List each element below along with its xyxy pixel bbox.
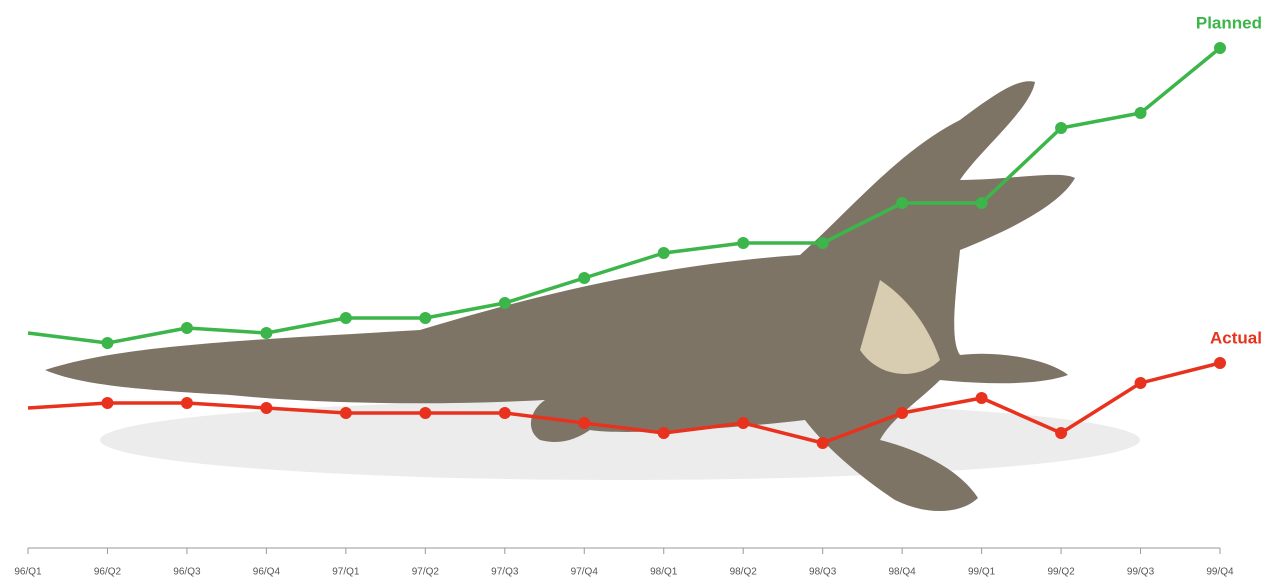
x-tick-label: 97/Q1 [332,567,360,578]
crocodile-illustration [45,81,1140,511]
data-point [817,437,829,449]
x-tick-label: 99/Q2 [1047,567,1075,578]
data-point [340,407,352,419]
data-point [1135,107,1147,119]
series-label: Planned [1196,13,1262,32]
data-point [578,272,590,284]
data-point [419,312,431,324]
data-point [737,237,749,249]
series-label: Actual [1210,328,1262,347]
data-point [340,312,352,324]
x-tick-label: 96/Q4 [253,567,281,578]
data-point [658,247,670,259]
data-point [499,297,511,309]
data-point [260,402,272,414]
data-point [658,427,670,439]
data-point [1214,357,1226,369]
data-point [976,392,988,404]
data-point [101,337,113,349]
data-point [896,407,908,419]
data-point [817,237,829,249]
data-point [260,327,272,339]
x-tick-label: 97/Q3 [491,567,519,578]
data-point [499,407,511,419]
data-point [181,397,193,409]
x-tick-label: 98/Q1 [650,567,678,578]
data-point [1135,377,1147,389]
data-point [976,197,988,209]
x-tick-label: 96/Q1 [14,567,42,578]
data-point [1055,427,1067,439]
x-tick-label: 99/Q3 [1127,567,1155,578]
data-point [1055,122,1067,134]
data-point [578,417,590,429]
x-tick-label: 97/Q2 [412,567,440,578]
data-point [101,397,113,409]
data-point [181,322,193,334]
x-tick-label: 98/Q3 [809,567,837,578]
x-tick-label: 96/Q3 [173,567,201,578]
x-tick-label: 99/Q1 [968,567,996,578]
x-tick-label: 98/Q2 [730,567,758,578]
x-tick-label: 97/Q4 [571,567,599,578]
x-tick-label: 96/Q2 [94,567,122,578]
data-point [896,197,908,209]
data-point [1214,42,1226,54]
x-tick-label: 99/Q4 [1206,567,1234,578]
data-point [419,407,431,419]
chart: 96/Q1 96/Q2 96/Q3 96/Q4 97/Q1 97/Q2 97/Q3 97/Q4… [0,0,1266,579]
data-point [737,417,749,429]
x-tick-label: 98/Q4 [889,567,917,578]
